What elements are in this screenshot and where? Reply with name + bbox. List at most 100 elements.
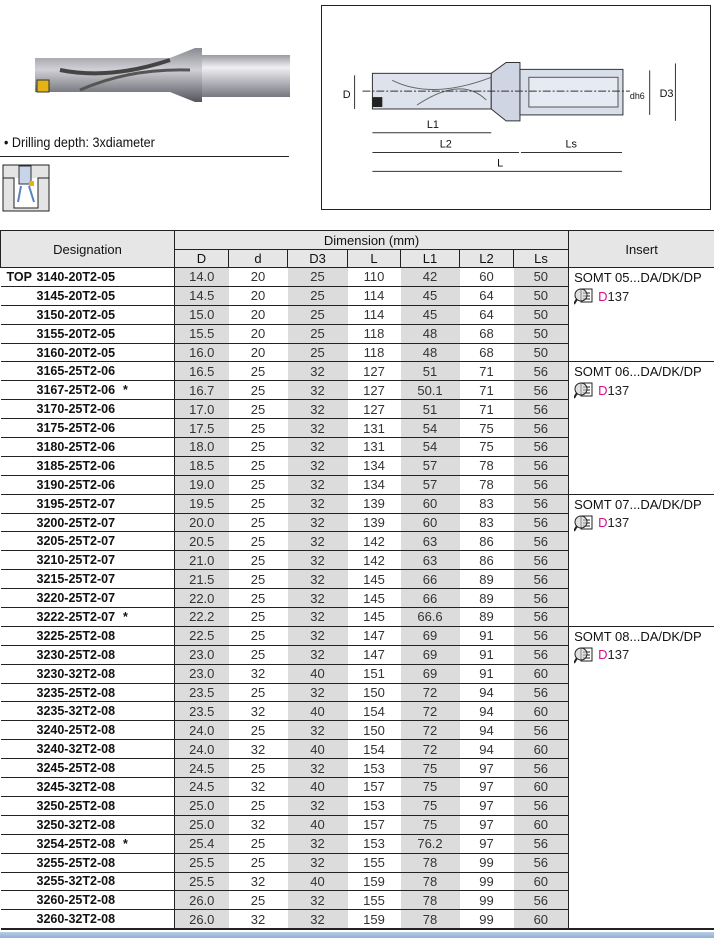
- value-d3: 32: [287, 361, 348, 381]
- value-l1: 75: [400, 758, 460, 778]
- value-l1: 45: [400, 304, 460, 325]
- value-l1: 57: [400, 474, 460, 495]
- designation-code: 3240-25T2-08: [36, 723, 116, 738]
- designation-code: 3240-32T2-08: [36, 742, 116, 757]
- designation-cell: 3180-25T2-06: [0, 437, 175, 457]
- value-l: 150: [347, 720, 401, 740]
- value-l2: 89: [459, 607, 514, 627]
- value-ls: 56: [513, 890, 570, 910]
- catalog-page-link[interactable]: D137: [598, 288, 630, 304]
- value-d: 24.0: [174, 739, 229, 759]
- designation-code: 3260-25T2-08: [36, 893, 116, 908]
- designation-code: 3245-25T2-08: [36, 761, 116, 776]
- value-l2: 97: [459, 777, 514, 797]
- table-row: 3260-25T2-08 26.0 25 32 155 78 99 56: [0, 890, 714, 910]
- value-ls: 56: [513, 607, 570, 627]
- value-d: 22.0: [174, 588, 229, 608]
- value-ls: 50: [513, 342, 570, 362]
- value-d: 32: [228, 814, 288, 835]
- value-d: 25: [228, 493, 288, 514]
- value-d3: 40: [287, 739, 348, 759]
- value-l: 151: [347, 663, 401, 684]
- designation-cell: 3165-25T2-06: [0, 361, 175, 381]
- column-header-d: D: [174, 249, 229, 268]
- value-l: 118: [347, 323, 401, 344]
- designation-cell: 3155-20T2-05: [0, 323, 175, 344]
- value-l: 127: [347, 380, 401, 400]
- designation-cell: 3190-25T2-06: [0, 474, 175, 495]
- value-l2: 91: [459, 625, 514, 646]
- value-d: 17.5: [174, 418, 229, 438]
- designation-cell: TOP 3140-20T2-05: [0, 267, 175, 287]
- insert-reference[interactable]: D137: [574, 287, 714, 305]
- value-d: 32: [228, 871, 288, 891]
- value-d: 24.5: [174, 758, 229, 778]
- designation-code: 3215-25T2-07: [36, 572, 116, 587]
- catalog-page-link[interactable]: D137: [598, 382, 630, 398]
- value-l2: 91: [459, 644, 514, 665]
- value-d: 23.0: [174, 663, 229, 684]
- table-row: 3150-20T2-05 15.0 20 25 114 45 64 50: [0, 304, 714, 325]
- value-l1: 76.2: [400, 833, 460, 854]
- value-l2: 99: [459, 890, 514, 910]
- designation-code: 3155-20T2-05: [36, 326, 116, 341]
- insert-header: Insert: [568, 230, 714, 268]
- label-L2: L2: [440, 139, 452, 151]
- value-d: 25: [228, 361, 288, 381]
- catalog-page-link[interactable]: D137: [598, 515, 630, 531]
- bottom-bar: [0, 932, 714, 938]
- catalog-page-link[interactable]: D137: [598, 647, 630, 663]
- value-d: 14.0: [174, 267, 229, 287]
- insert-type: SOMT 05...DA/DK/DP: [574, 270, 702, 285]
- value-ls: 60: [513, 663, 570, 684]
- value-d3: 32: [287, 909, 348, 931]
- designation-cell: 3260-32T2-08: [0, 909, 175, 931]
- value-l2: 99: [459, 852, 514, 872]
- label-L1: L1: [427, 119, 439, 131]
- value-l2: 64: [459, 285, 514, 306]
- value-l2: 71: [459, 361, 514, 381]
- label-Ls: Ls: [566, 139, 578, 151]
- value-d3: 32: [287, 682, 348, 702]
- insert-reference[interactable]: D137: [574, 381, 714, 399]
- value-l: 131: [347, 418, 401, 438]
- value-d: 25.5: [174, 871, 229, 891]
- table-row: 3180-25T2-06 18.0 25 32 131 54 75 56: [0, 437, 714, 457]
- designation-cell: 3235-32T2-08: [0, 701, 175, 721]
- insert-cell: SOMT 07...DA/DK/DP D137: [568, 493, 714, 627]
- value-ls: 60: [513, 909, 570, 931]
- value-d: 25: [228, 512, 288, 532]
- value-l2: 94: [459, 720, 514, 740]
- value-l2: 68: [459, 342, 514, 362]
- value-d: 20.5: [174, 531, 229, 551]
- value-ls: 50: [513, 267, 570, 287]
- designation-cell: 3250-25T2-08: [0, 795, 175, 816]
- application-icon: [2, 164, 50, 212]
- insert-reference[interactable]: D137: [574, 514, 714, 532]
- value-ls: 56: [513, 758, 570, 778]
- value-d3: 25: [287, 267, 348, 287]
- value-ls: 56: [513, 625, 570, 646]
- value-d: 25: [228, 852, 288, 872]
- value-l1: 63: [400, 531, 460, 551]
- value-ls: 60: [513, 871, 570, 891]
- value-ls: 60: [513, 701, 570, 721]
- designation-cell: 3175-25T2-06: [0, 418, 175, 438]
- value-ls: 56: [513, 550, 570, 570]
- value-ls: 56: [513, 455, 570, 476]
- value-l1: 48: [400, 323, 460, 344]
- table-row: 3167-25T2-06 * 16.7 25 32 127 50.1 71 56: [0, 380, 714, 400]
- value-l1: 72: [400, 739, 460, 759]
- designation-code: 3235-32T2-08: [36, 704, 116, 719]
- value-d: 26.0: [174, 890, 229, 910]
- insert-reference[interactable]: D137: [574, 646, 714, 664]
- column-header-ls: Ls: [512, 249, 570, 268]
- table-row: 3215-25T2-07 21.5 25 32 145 66 89 56: [0, 569, 714, 589]
- value-l1: 48: [400, 342, 460, 362]
- designation-code: 3180-25T2-06: [36, 439, 116, 454]
- value-l1: 60: [400, 512, 460, 532]
- value-l1: 69: [400, 663, 460, 684]
- value-d: 20: [228, 342, 288, 362]
- table-row: 3250-32T2-08 25.0 32 40 157 75 97 60: [0, 814, 714, 835]
- value-d: 21.5: [174, 569, 229, 589]
